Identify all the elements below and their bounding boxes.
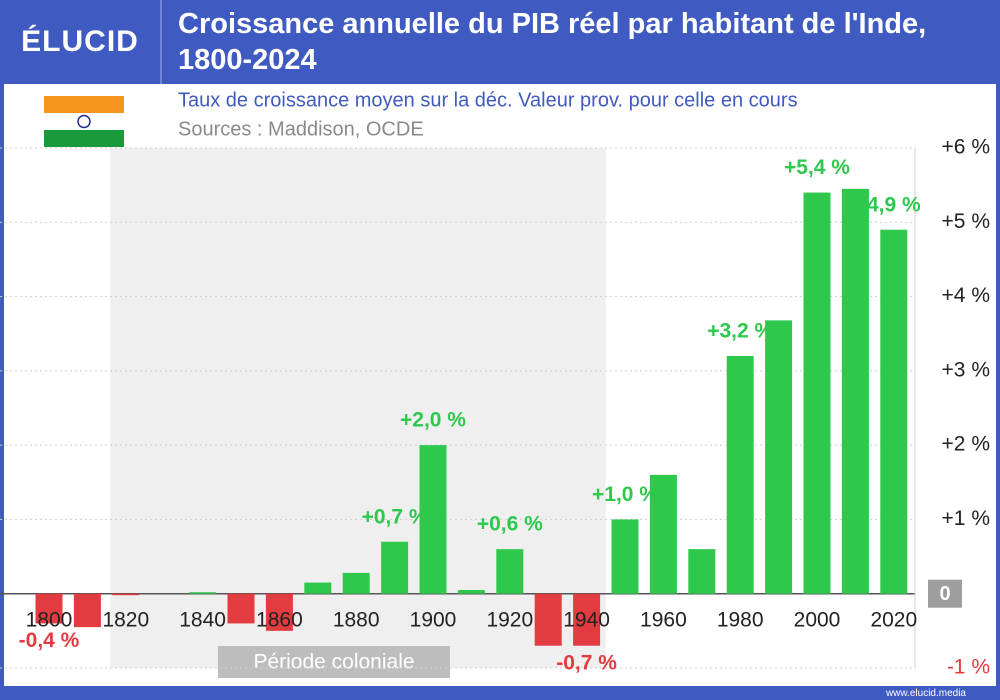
footer: www.elucid.media	[885, 688, 966, 699]
value-label: +0,7 %	[362, 505, 428, 528]
bar	[73, 593, 101, 628]
x-tick-label: 1940	[563, 609, 610, 632]
y-tick-label: +4 %	[942, 284, 990, 307]
logo: ÉLUCID	[0, 0, 162, 84]
zero-box	[928, 579, 962, 608]
x-tick-label: 1860	[256, 609, 303, 632]
x-tick-label: 2020	[870, 609, 917, 632]
y-tick-label: +3 %	[942, 358, 990, 381]
chart-title: Croissance annuelle du PIB réel par habi…	[178, 8, 927, 76]
bar	[342, 572, 370, 594]
bar	[880, 229, 908, 594]
value-label: +0,6 %	[477, 513, 543, 536]
bar	[265, 593, 293, 631]
source: Sources : Maddison, OCDE	[178, 118, 424, 140]
bar	[841, 188, 869, 594]
bar	[726, 356, 754, 594]
x-tick-label: 1820	[102, 609, 149, 632]
shaded-label-box	[218, 646, 450, 678]
value-label: +1,0 %	[592, 483, 658, 506]
x-tick-label: 1880	[333, 609, 380, 632]
y-tick-label: +2 %	[942, 433, 990, 456]
bar	[765, 320, 793, 594]
bar	[35, 593, 63, 624]
flag	[44, 96, 124, 147]
bar	[304, 582, 332, 594]
bar	[112, 593, 140, 596]
x-tick-label: 1960	[640, 609, 687, 632]
subtitle: Taux de croissance moyen sur la déc. Val…	[178, 89, 798, 111]
y-tick-label: +6 %	[942, 136, 990, 159]
x-tick-label: 1840	[179, 609, 226, 632]
value-label: -0,7 %	[556, 651, 617, 674]
bar	[688, 549, 716, 594]
x-tick-label: 2000	[794, 609, 841, 632]
y-tick-label: +5 %	[942, 210, 990, 233]
y-tick-label: +1 %	[942, 507, 990, 530]
x-tick-label: 1800	[26, 609, 73, 632]
shaded-label: Période coloniale	[253, 651, 414, 674]
x-tick-label: 1920	[486, 609, 533, 632]
bar	[649, 474, 677, 594]
value-label: 4,9 %	[867, 193, 921, 216]
bar	[189, 592, 217, 594]
bar	[419, 445, 447, 594]
value-label: +2,0 %	[400, 409, 466, 432]
bar	[496, 549, 524, 594]
bar	[534, 593, 562, 646]
bar	[457, 590, 485, 594]
value-label: -0,4 %	[19, 629, 80, 652]
bar	[611, 519, 639, 594]
y-tick-label: -1 %	[947, 656, 990, 679]
value-label: +5,4 %	[784, 156, 850, 179]
bar	[227, 593, 255, 624]
bar	[381, 541, 409, 594]
header: ÉLUCID Croissance annuelle du PIB réel p…	[0, 0, 1000, 84]
value-label: +3,2 %	[707, 320, 773, 343]
x-tick-label: 1980	[717, 609, 764, 632]
x-tick-label: 1900	[410, 609, 457, 632]
y-tick-label: 0	[939, 583, 950, 605]
bar	[573, 593, 601, 646]
bar	[803, 192, 831, 594]
